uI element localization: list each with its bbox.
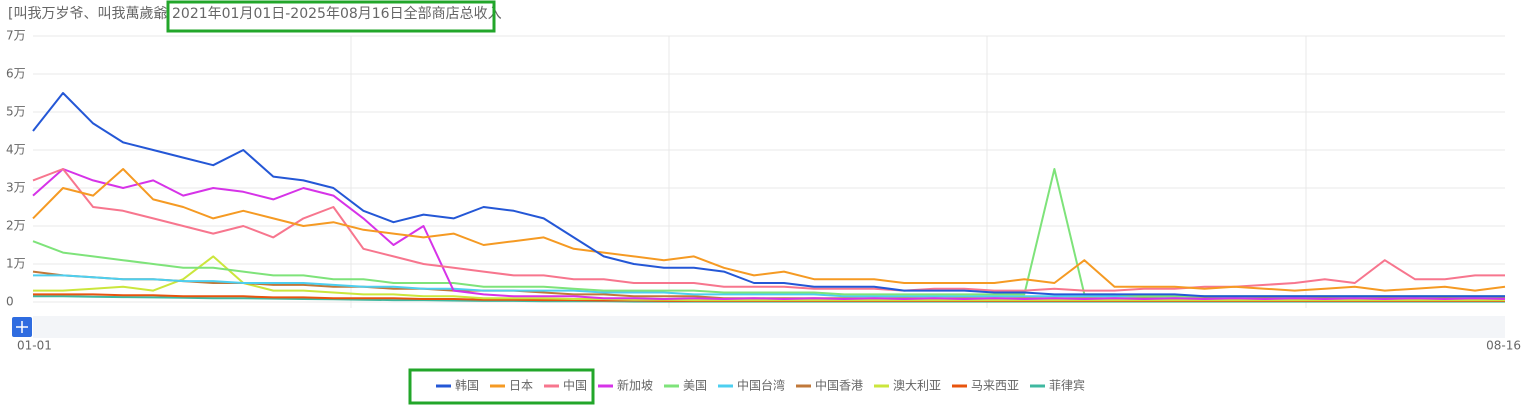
legend-label[interactable]: 澳大利亚 <box>893 379 941 393</box>
legend-label[interactable]: 日本 <box>509 379 533 393</box>
legend-label[interactable]: 美国 <box>683 379 707 393</box>
legend-highlight-box <box>408 368 595 405</box>
y-tick-label: 6万 <box>6 67 26 81</box>
series-line <box>33 255 1505 302</box>
x-tick-label: 01-01 <box>17 339 52 353</box>
y-tick-label: 4万 <box>6 143 26 157</box>
y-tick-label: 5万 <box>6 105 26 119</box>
y-tick-label: 2万 <box>6 219 26 233</box>
chart-title: 2021年01月01日-2025年08月16日全部商店总收入 <box>172 5 502 22</box>
legend-label[interactable]: 中国台湾 <box>737 378 785 393</box>
zoom-plus <box>16 321 28 333</box>
x-tick-label: 08-16 <box>1486 339 1521 353</box>
series-line <box>32 92 1505 298</box>
legend-label[interactable]: 中国香港 <box>815 378 863 393</box>
legend-label[interactable]: 马来西亚 <box>971 379 1019 393</box>
y-tick-label: 7万 <box>6 29 26 43</box>
legend-label[interactable]: 中国 <box>563 378 587 393</box>
y-tick-label: 3万 <box>6 181 26 195</box>
series-line <box>32 168 1506 300</box>
y-tick-label: 1万 <box>6 257 26 271</box>
zoom-track[interactable] <box>33 316 1505 338</box>
y-tick-label: 0 <box>6 295 14 309</box>
legend-label[interactable]: 韩国 <box>455 378 479 393</box>
legend-label[interactable]: 新加坡 <box>617 378 653 393</box>
series-line <box>32 168 1506 292</box>
highlight-box <box>166 0 496 33</box>
series-line <box>32 168 1505 292</box>
vertical-grid <box>350 36 1307 308</box>
legend-label[interactable]: 菲律宾 <box>1049 378 1085 393</box>
title-prefix: [叫我万岁爷、叫我萬歲爺 <box>8 6 167 22</box>
